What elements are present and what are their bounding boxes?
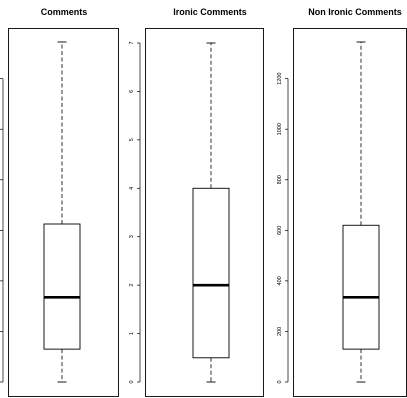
panel-title: Non Ironic Comments [308, 7, 402, 17]
y-tick-label: 800 [277, 175, 283, 184]
boxplot-panels: Comments020040060080010001200Ironic Comm… [0, 7, 407, 397]
panel-title: Comments [41, 7, 88, 17]
boxplot-panel-2: Ironic Comments 0 1 2 3 4 5 6 7 [129, 7, 264, 397]
plot-frame [145, 28, 264, 397]
y-tick-label: 1 [129, 332, 135, 335]
iqr-box [43, 223, 81, 350]
y-tick-label: 0 [277, 380, 283, 383]
y-tick-label: 400 [277, 276, 283, 285]
y-tick-label: 200 [277, 327, 283, 336]
panel-title: Ironic Comments [173, 7, 247, 17]
iqr-box [192, 187, 230, 359]
y-tick-label: 4 [129, 187, 135, 190]
y-tick-label: 2 [129, 284, 135, 287]
y-tick-label: 5 [129, 138, 135, 141]
y-tick-label: 7 [129, 41, 135, 44]
y-tick-label: 0 [129, 380, 135, 383]
plot-frame [8, 28, 119, 397]
y-tick-label: 3 [129, 235, 135, 238]
boxplot-panel-3: Non Ironic Comments 0 200 400 600 800 1000 1200 [277, 7, 407, 397]
y-tick-label: 1200 [277, 73, 283, 85]
y-tick-label: 1000 [277, 123, 283, 135]
iqr-box [342, 224, 380, 350]
y-tick-label: 600 [277, 226, 283, 235]
y-tick-label: 6 [129, 90, 135, 93]
